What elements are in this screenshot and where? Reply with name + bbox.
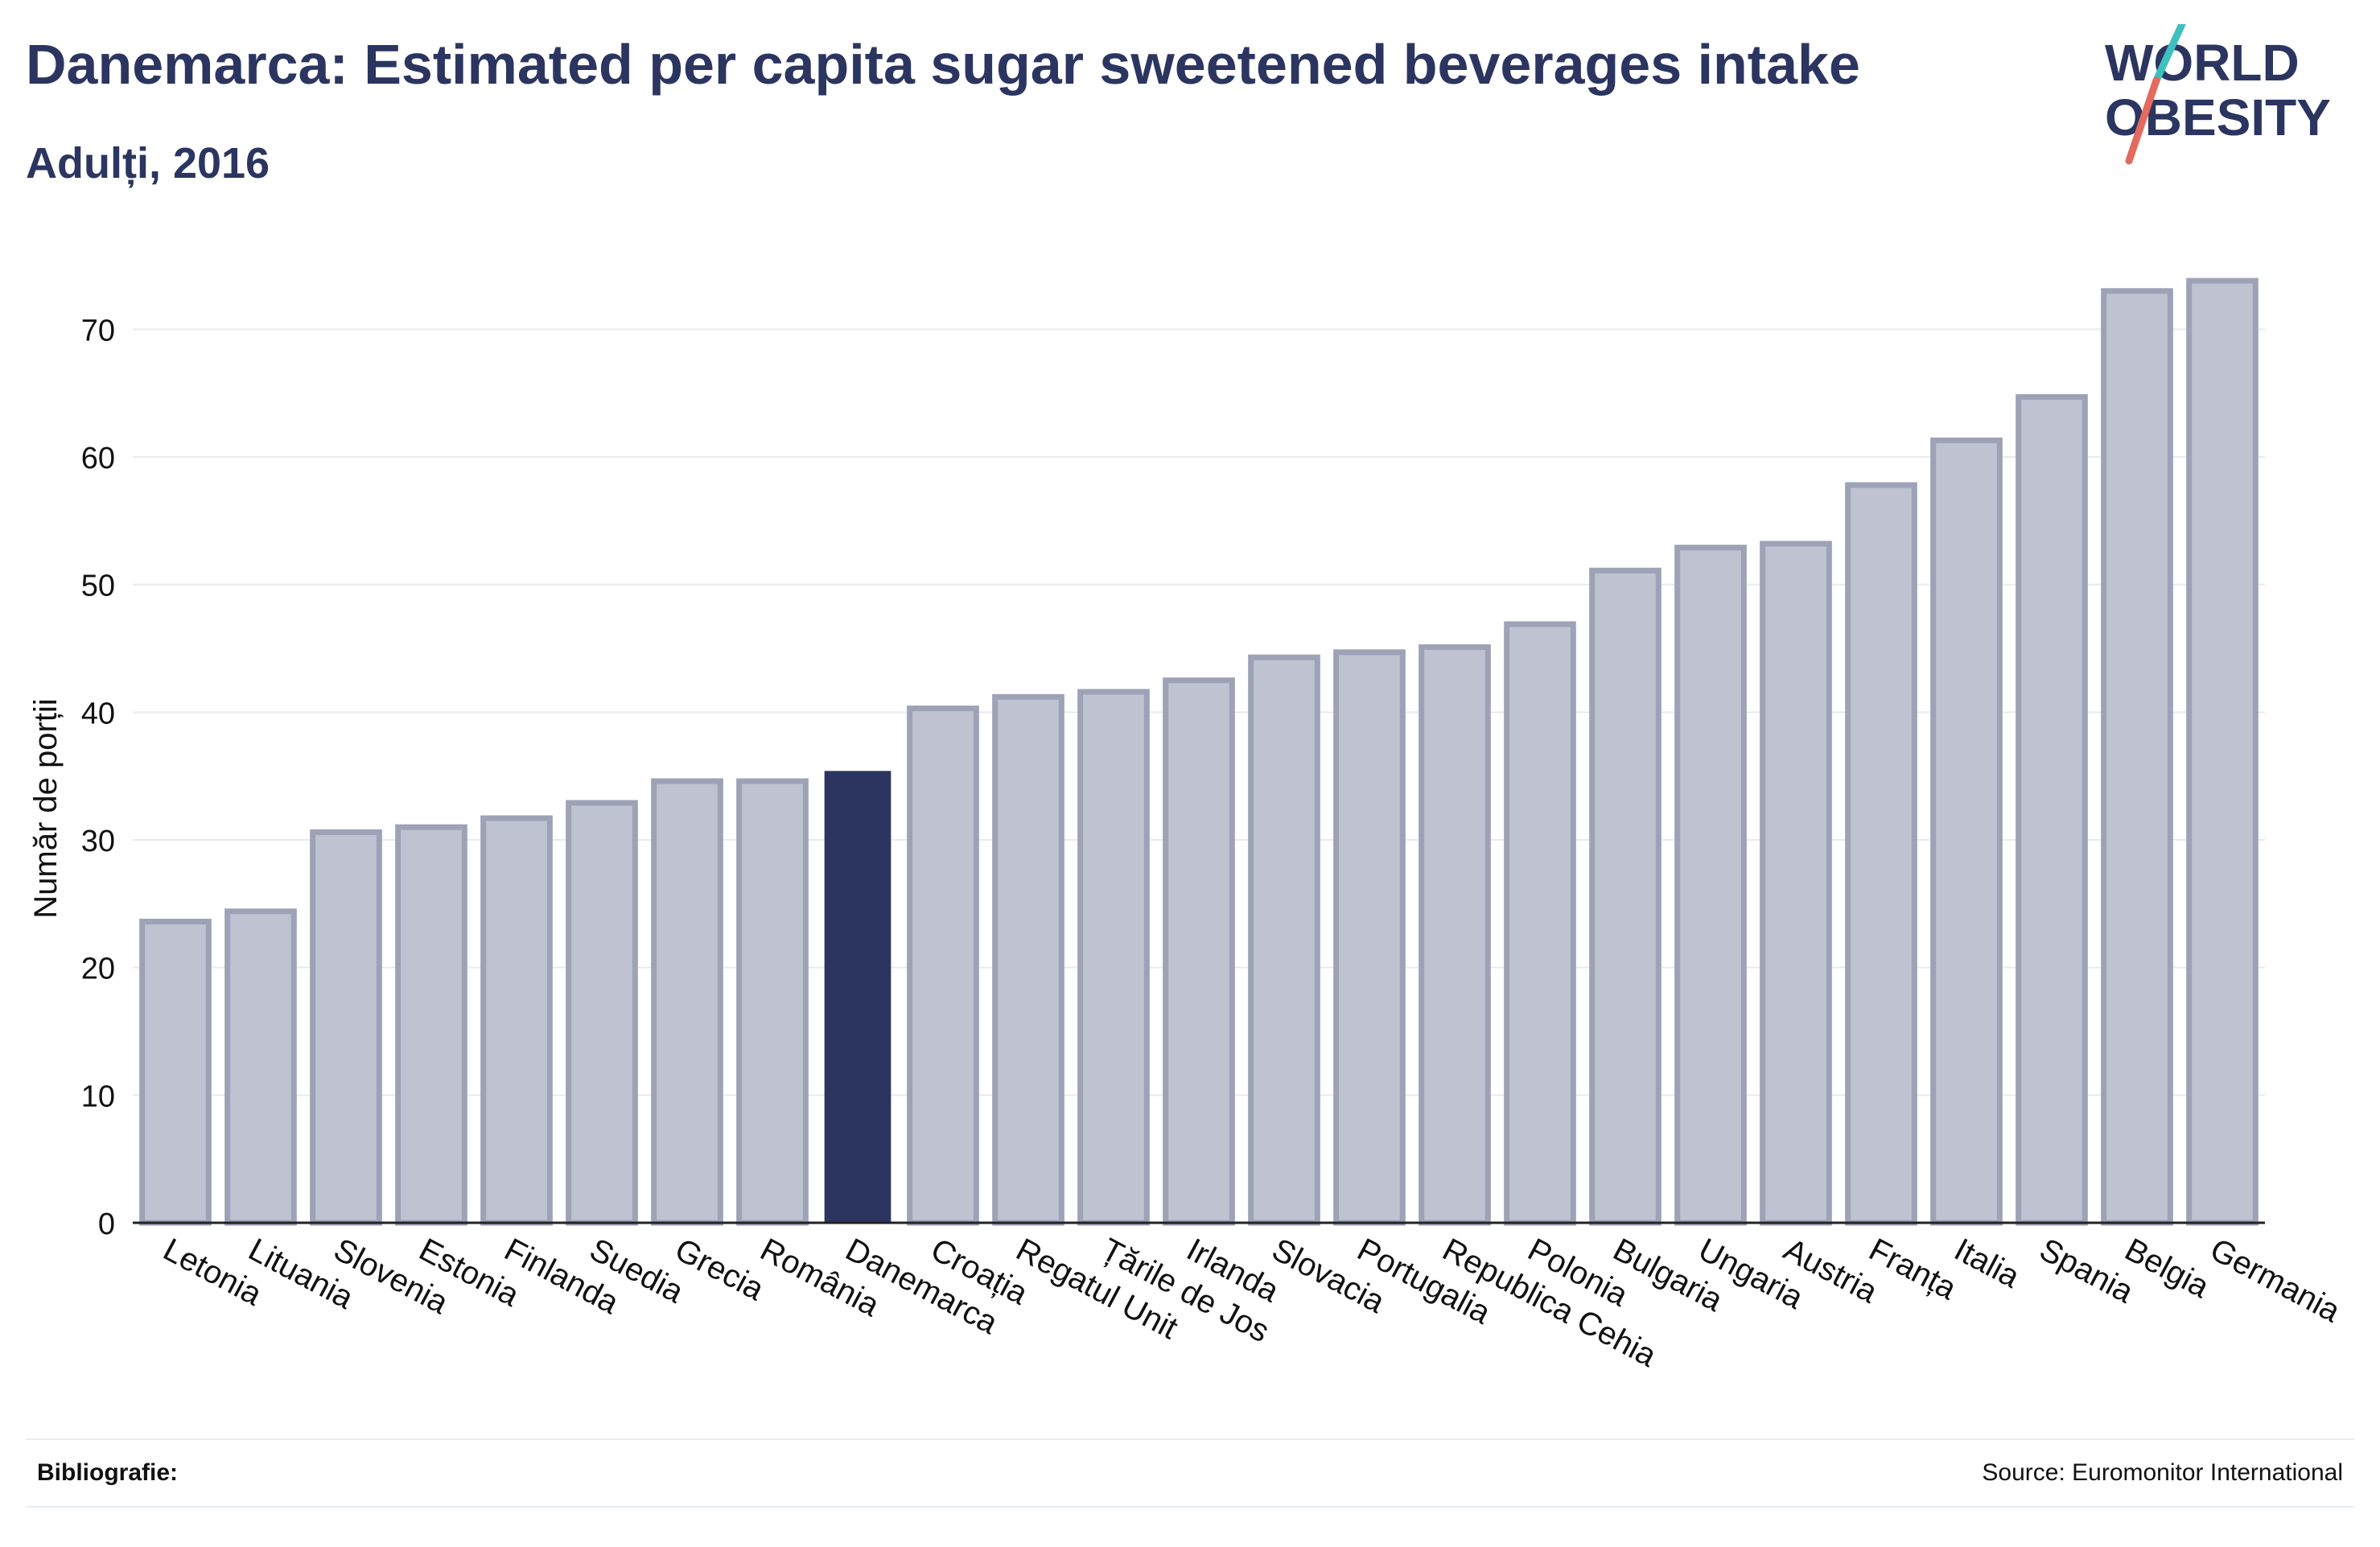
source-text: Source: Euromonitor International	[1982, 1459, 2343, 1486]
chart-subtitle: Adulți, 2016	[26, 139, 270, 187]
bar-24	[2101, 288, 2173, 1226]
bar-6	[566, 800, 638, 1226]
x-tick-label: Belgia	[2119, 1232, 2215, 1305]
bar-3	[310, 829, 382, 1226]
bar-5	[480, 815, 553, 1226]
bar-chart: 0 10 20 30 40 50 60 70 LetoniaLituaniaSloveniaE…	[28, 278, 2346, 1374]
bar-1	[139, 919, 212, 1226]
y-tick-label: 70	[81, 314, 115, 348]
bar-25	[2186, 278, 2259, 1226]
y-tick-labels: 0 10 20 30 40 50 60 70	[81, 314, 115, 1241]
y-tick-label: 40	[81, 697, 115, 730]
bar-16	[1419, 644, 1491, 1226]
bar-11	[992, 693, 1064, 1226]
bar-2	[224, 908, 297, 1226]
bar-10	[907, 706, 979, 1226]
y-tick-label: 0	[98, 1208, 115, 1241]
bar-20	[1760, 541, 1832, 1226]
bar-12	[1077, 689, 1150, 1226]
footer-divider-top	[26, 1438, 2354, 1440]
bar-14	[1248, 654, 1320, 1226]
bar-19	[1674, 545, 1747, 1226]
bar-17	[1504, 621, 1576, 1226]
bar-13	[1163, 677, 1235, 1226]
bar-4	[395, 824, 467, 1226]
x-tick-labels: LetoniaLituaniaSloveniaEstoniaFinlandaSu…	[158, 1232, 2346, 1374]
x-tick-label: Franța	[1863, 1232, 1962, 1306]
x-tick-label: Spania	[2034, 1232, 2139, 1310]
y-tick-label: 20	[81, 952, 115, 986]
bar-9	[824, 771, 891, 1223]
world-obesity-logo: WORLD OBESITY	[2105, 24, 2331, 165]
y-tick-label: 10	[81, 1080, 115, 1113]
logo-slash-teal	[2152, 24, 2186, 84]
chart-title: Danemarca: Estimated per capita sugar sw…	[26, 33, 1860, 96]
y-axis-label: Număr de porții	[28, 698, 64, 918]
logo-line-1: WORLD	[2105, 34, 2300, 92]
bars	[139, 278, 2259, 1226]
bar-15	[1333, 649, 1406, 1226]
bar-22	[1930, 437, 2003, 1226]
footer-divider-bottom	[26, 1506, 2354, 1508]
logo-slash-red	[2125, 76, 2160, 165]
y-tick-label: 50	[81, 570, 115, 603]
bar-18	[1589, 567, 1661, 1226]
bar-21	[1845, 482, 1917, 1226]
x-tick-label: Letonia	[158, 1232, 268, 1313]
bar-7	[651, 778, 723, 1226]
x-tick-label: Grecia	[669, 1232, 770, 1308]
bibliography-label: Bibliografie:	[37, 1459, 179, 1486]
bar-8	[736, 778, 809, 1226]
x-tick-label: Italia	[1949, 1232, 2026, 1295]
y-tick-label: 30	[81, 825, 115, 858]
y-tick-label: 60	[81, 442, 115, 475]
x-tick-label: Germania	[2205, 1232, 2346, 1330]
bar-23	[2016, 393, 2088, 1226]
